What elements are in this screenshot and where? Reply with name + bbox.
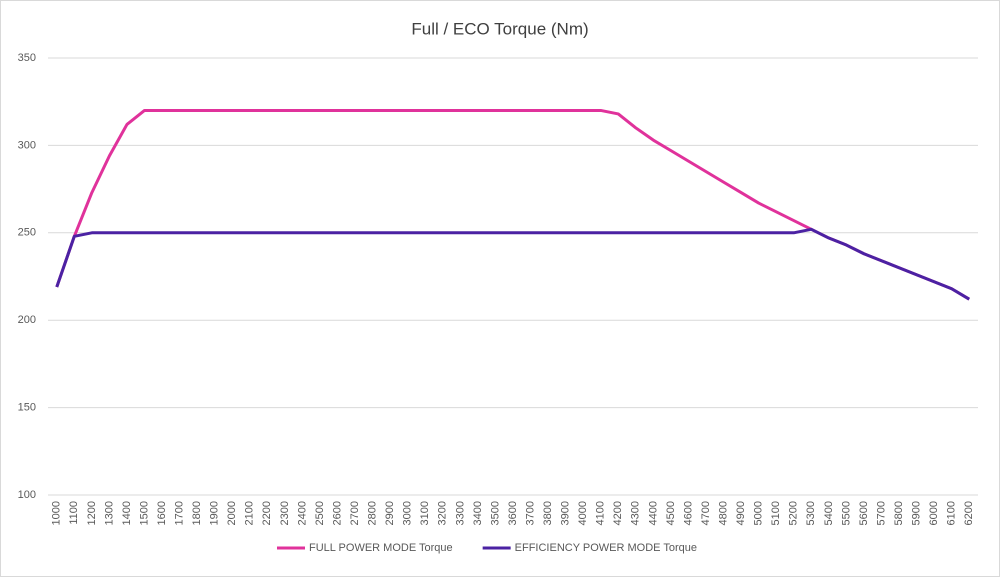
x-tick-label: 3800 — [542, 501, 554, 525]
x-tick-label: 5500 — [840, 501, 852, 525]
x-tick-label: 4400 — [647, 501, 659, 525]
line-series — [55, 227, 970, 301]
y-tick-label: 350 — [18, 52, 36, 64]
x-tick-label: 1900 — [209, 501, 221, 525]
chart-title: Full / ECO Torque (Nm) — [411, 19, 588, 38]
y-tick-label: 150 — [18, 402, 36, 414]
x-tick-label: 5300 — [805, 501, 817, 525]
y-tick-label: 100 — [18, 489, 36, 501]
x-tick-label: 4900 — [735, 501, 747, 525]
legend-label: EFFICIENCY POWER MODE Torque — [515, 542, 697, 554]
x-tick-label: 3900 — [560, 501, 572, 525]
x-tick-label: 4700 — [700, 501, 712, 525]
x-tick-label: 2100 — [244, 501, 256, 525]
x-tick-label: 3000 — [402, 501, 414, 525]
x-tick-label: 1000 — [51, 501, 63, 525]
x-tick-label: 5800 — [893, 501, 905, 525]
x-tick-label: 3600 — [507, 501, 519, 525]
x-tick-label: 2000 — [226, 501, 238, 525]
x-tick-label: 3400 — [472, 501, 484, 525]
x-tick-label: 4500 — [665, 501, 677, 525]
legend-label: FULL POWER MODE Torque — [309, 542, 453, 554]
x-tick-label: 3700 — [524, 501, 536, 525]
x-tick-label: 3500 — [489, 501, 501, 525]
x-tick-label: 4800 — [717, 501, 729, 525]
x-tick-label: 1100 — [68, 501, 80, 525]
x-tick-label: 4600 — [682, 501, 694, 525]
x-tick-label: 5200 — [788, 501, 800, 525]
x-tick-label: 5700 — [875, 501, 887, 525]
x-tick-label: 2600 — [331, 501, 343, 525]
x-tick-label: 1500 — [138, 501, 150, 525]
x-tick-label: 3200 — [437, 501, 449, 525]
y-tick-label: 200 — [18, 314, 36, 326]
x-tick-label: 3100 — [419, 501, 431, 525]
x-tick-label: 2300 — [279, 501, 291, 525]
x-tick-label: 4000 — [577, 501, 589, 525]
x-tick-label: 1600 — [156, 501, 168, 525]
x-tick-label: 5000 — [753, 501, 765, 525]
x-tick-label: 1700 — [174, 501, 186, 525]
x-tick-label: 1200 — [86, 501, 98, 525]
x-tick-label: 5600 — [858, 501, 870, 525]
y-tick-label: 250 — [18, 227, 36, 239]
x-tick-label: 5900 — [910, 501, 922, 525]
x-tick-label: 4300 — [630, 501, 642, 525]
x-tick-label: 5400 — [823, 501, 835, 525]
x-tick-label: 6200 — [963, 501, 975, 525]
x-tick-label: 6100 — [946, 501, 958, 525]
x-tick-label: 4100 — [595, 501, 607, 525]
x-tick-label: 1400 — [121, 501, 133, 525]
x-tick-label: 3300 — [454, 501, 466, 525]
x-tick-label: 2400 — [296, 501, 308, 525]
x-tick-label: 2800 — [367, 501, 379, 525]
x-tick-label: 4200 — [612, 501, 624, 525]
x-tick-label: 5100 — [770, 501, 782, 525]
x-tick-label: 2500 — [314, 501, 326, 525]
y-tick-label: 300 — [18, 139, 36, 151]
x-tick-label: 2900 — [384, 501, 396, 525]
x-tick-label: 6000 — [928, 501, 940, 525]
x-tick-label: 1300 — [103, 501, 115, 525]
x-tick-label: 1800 — [191, 501, 203, 525]
x-tick-label: 2200 — [261, 501, 273, 525]
x-tick-label: 2700 — [349, 501, 361, 525]
